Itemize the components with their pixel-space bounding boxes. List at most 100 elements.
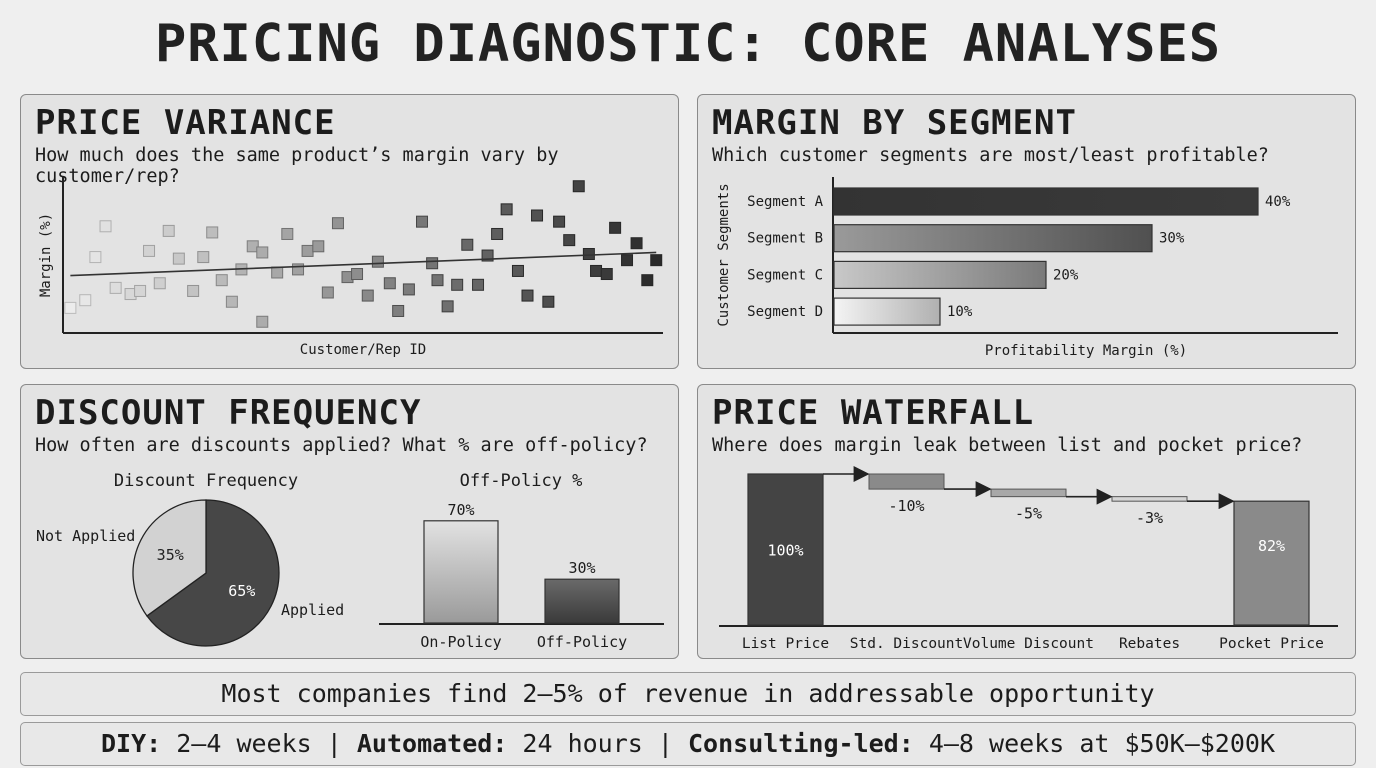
margin-by-segment-panel: MARGIN BY SEGMENT Which customer segment… [697,94,1356,369]
panel-title: PRICE VARIANCE [35,103,336,143]
waterfall-value-label: -3% [1136,509,1163,527]
scatter-point [472,278,485,291]
segment-label: Segment A [747,194,823,210]
trend-line [70,251,657,277]
segment-bar [833,297,941,326]
bar-value-label: 70% [447,501,474,519]
panel-subtitle: How often are discounts applied? What % … [35,435,648,456]
scatter-chart: Customer/Rep ID Margin (%) [38,177,663,358]
page-title: PRICING DIAGNOSTIC: CORE ANALYSES [154,14,1222,74]
scatter-point [371,255,384,268]
scatter-point [521,289,534,302]
scatter-point [426,257,439,270]
scatter-point [582,248,595,260]
scatter-point [553,215,566,228]
panel-title: PRICE WATERFALL [712,393,1035,433]
bar-value-label: 10% [947,304,973,320]
scatter-point [416,215,429,228]
consulting-label: Consulting-led: [688,729,914,758]
scatter-point [431,274,444,287]
waterfall-category-label: Std. Discount [850,636,964,652]
scatter-point [256,315,269,328]
segment-bar-chart: Profitability Margin (%) Customer Segmen… [716,177,1338,359]
scatter-point [600,268,613,281]
scatter-point [461,238,474,251]
bar-category-label: Off-Policy [537,633,627,651]
segment-bar [833,260,1047,289]
bar-value-label: 30% [1159,231,1185,247]
scatter-point [572,180,585,193]
scatter-point [392,304,405,317]
scatter-point [630,237,643,250]
pie-percent-label: 35% [157,546,184,564]
off-policy-bar [423,520,499,624]
waterfall-category-label: List Price [742,636,829,652]
pie-title: Discount Frequency [114,471,298,491]
scatter-point [451,278,464,291]
automated-value: 24 hours | [507,729,688,758]
scatter-point [271,266,284,279]
scatter-point [321,286,334,299]
pie-label-not-applied: Not Applied [36,527,135,545]
scatter-point [351,268,364,281]
opportunity-banner: Most companies find 2–5% of revenue in a… [20,672,1356,716]
waterfall-bar [747,473,824,626]
segment-bar [833,224,1153,253]
scatter-point [621,254,634,267]
automated-label: Automated: [356,729,508,758]
scatter-point [109,281,122,294]
scatter-point [281,227,294,240]
diy-label: DIY: [100,729,162,758]
waterfall-bar [868,473,945,490]
scatter-point [331,217,344,230]
price-waterfall-panel: PRICE WATERFALL Where does margin leak b… [697,384,1356,659]
scatter-point [441,300,454,313]
y-axis-label: Customer Segments [716,183,732,326]
scatter-point [79,294,92,307]
pie-slice [146,499,280,647]
scatter-point [143,244,156,257]
panel-title: DISCOUNT FREQUENCY [35,393,422,433]
scatter-point [609,221,622,234]
scatter-point [481,249,494,262]
waterfall-bar [990,488,1067,498]
scatter-point [511,264,524,277]
scatter-point [162,224,175,237]
discount-frequency-panel: DISCOUNT FREQUENCY How often are discoun… [20,384,679,659]
panel-subtitle: How much does the same product’s margin … [35,145,559,187]
scatter-point [246,240,259,253]
waterfall-category-label: Pocket Price [1219,636,1324,652]
panel-subtitle: Where does margin leak between list and … [712,435,1303,456]
scatter-point [153,277,166,290]
pie-slice [132,499,207,617]
waterfall-value-label: -5% [1015,505,1042,523]
segment-label: Segment B [747,231,823,247]
scatter-point [292,263,305,276]
scatter-point [383,277,396,290]
scatter-point [491,227,504,240]
scatter-point [172,252,185,265]
bar-value-label: 30% [568,559,595,577]
waterfall-bar [1111,496,1188,502]
bar-value-label: 40% [1265,194,1291,210]
pie-label-applied: Applied [281,601,344,619]
scatter-point [256,246,269,259]
off-policy-bar [544,578,620,624]
timeline-banner: DIY: 2–4 weeks | Automated: 24 hours | C… [20,722,1356,766]
scatter-point [206,226,219,239]
y-axis-label: Margin (%) [38,213,54,297]
scatter-point [650,254,663,267]
pie-percent-label: 65% [228,582,255,600]
panel-title: MARGIN BY SEGMENT [712,103,1077,143]
scatter-point [563,234,576,247]
scatter-point [99,220,112,233]
scatter-point [89,251,102,264]
waterfall-category-label: Rebates [1119,636,1180,652]
scatter-point [641,274,654,287]
scatter-point [225,295,238,308]
x-axis-label: Customer/Rep ID [300,342,426,358]
scatter-point [134,284,147,297]
off-policy-title: Off-Policy % [460,471,583,491]
panel-subtitle: Which customer segments are most/least p… [712,145,1269,166]
waterfall-bar [1233,500,1310,626]
